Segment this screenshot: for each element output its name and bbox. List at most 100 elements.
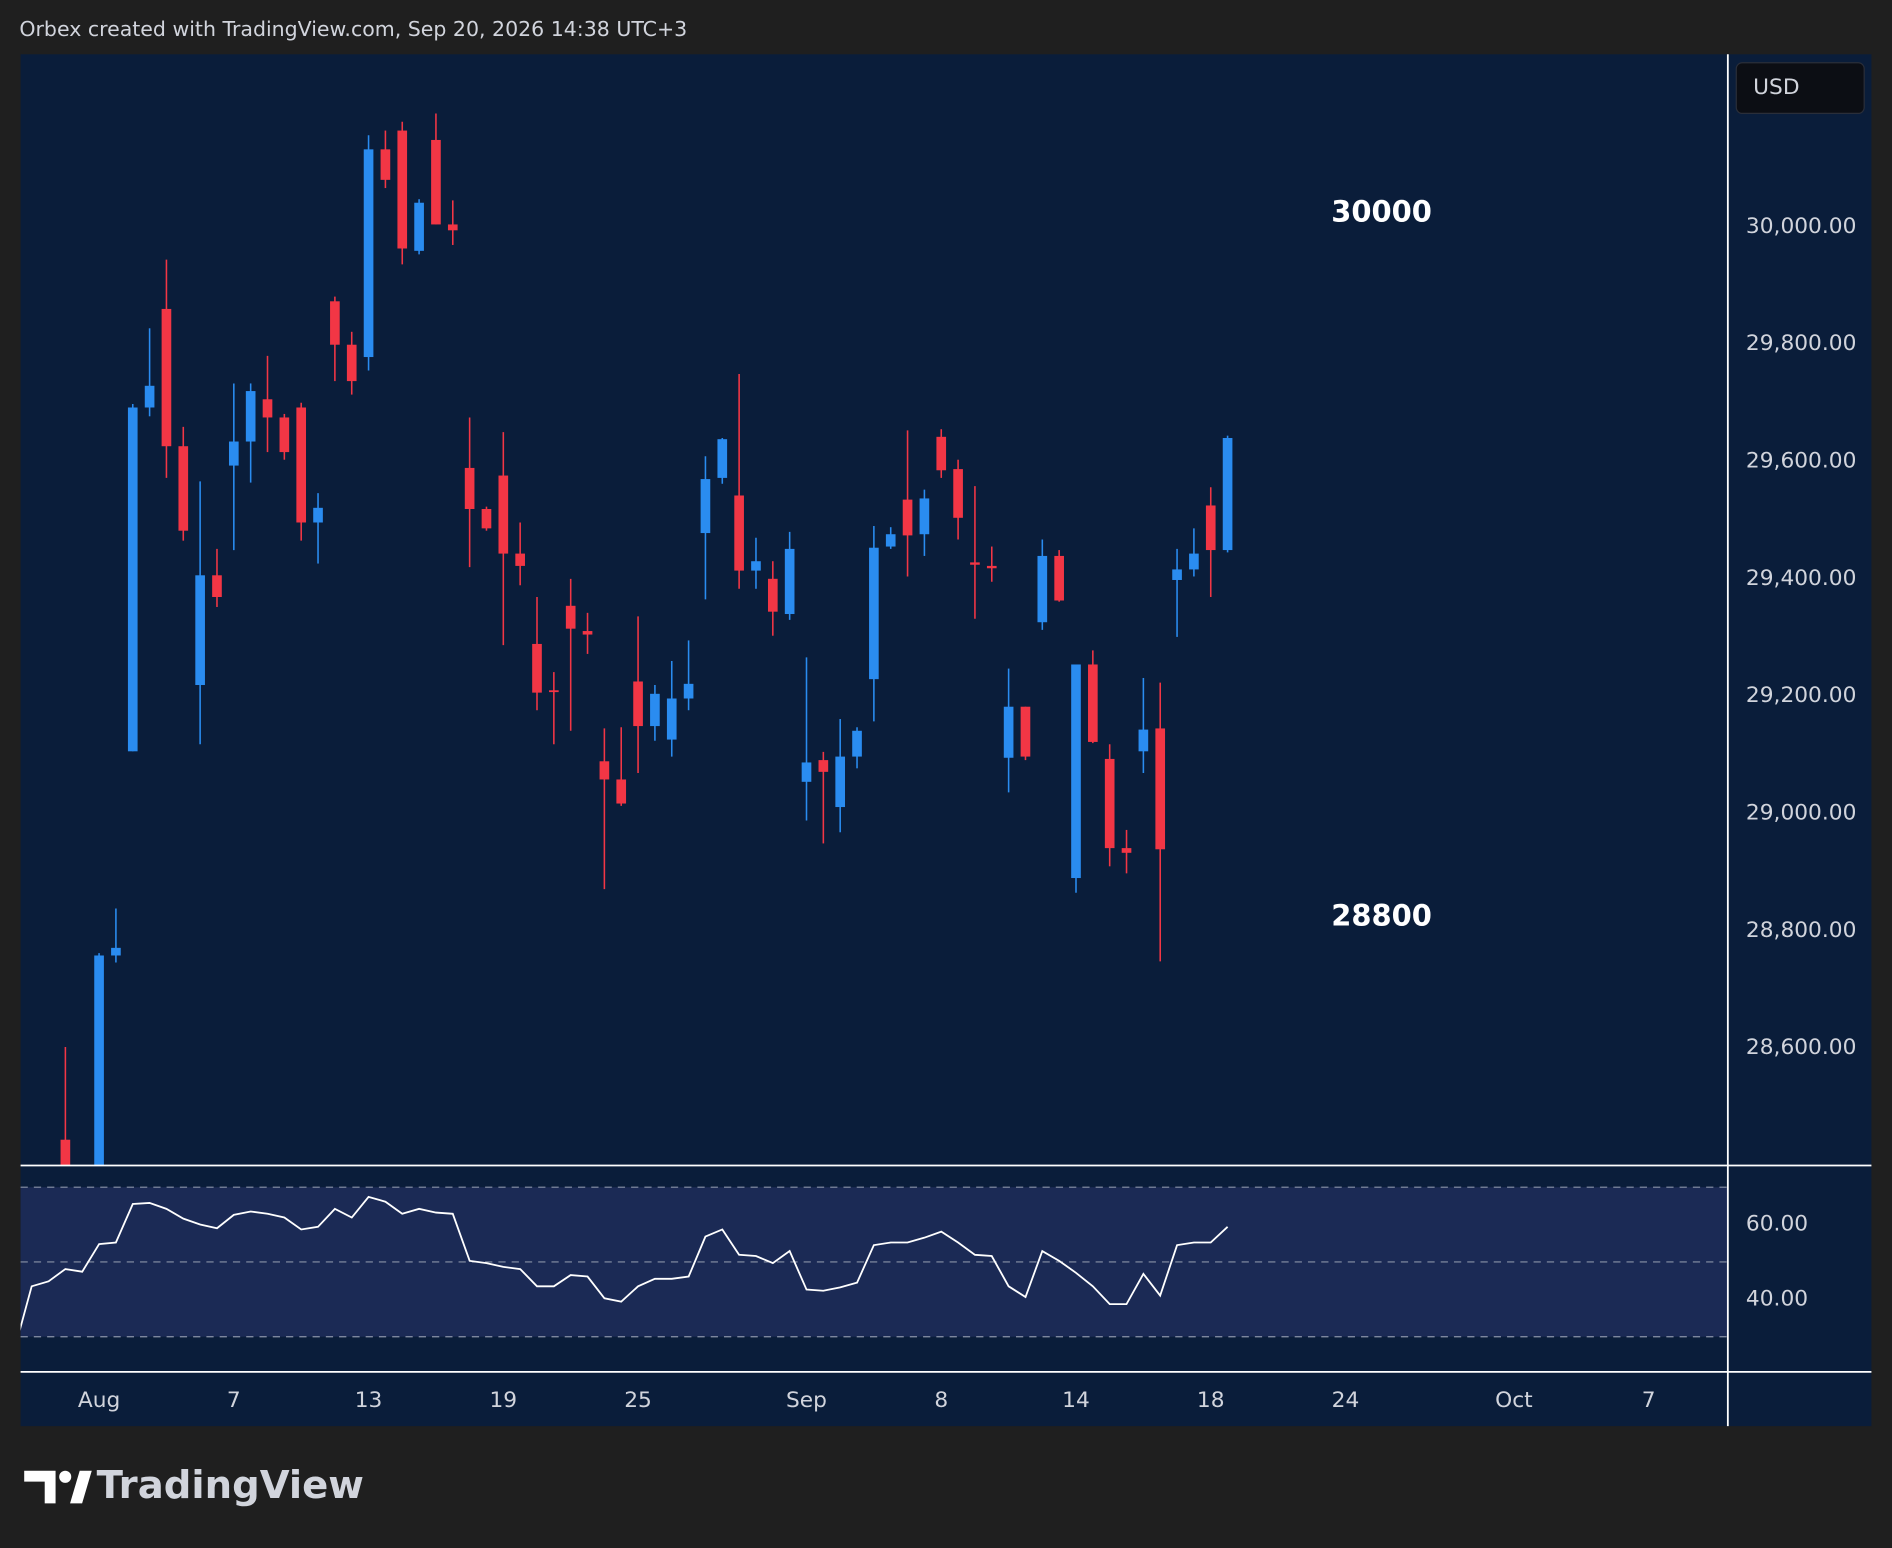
candle-body bbox=[397, 130, 408, 249]
candle-body bbox=[549, 690, 559, 693]
x-tick-label: 13 bbox=[355, 1388, 383, 1413]
indicator-tick-label: 40.00 bbox=[1746, 1286, 1808, 1311]
candle-body bbox=[700, 479, 711, 534]
candle-body bbox=[717, 439, 728, 478]
price-annotation: 30000 bbox=[1331, 195, 1432, 229]
y-tick-label: 29,600.00 bbox=[1746, 448, 1856, 473]
candle-body bbox=[161, 308, 172, 447]
candle-body bbox=[818, 760, 829, 772]
candle-body bbox=[178, 446, 189, 531]
candle-body bbox=[363, 149, 374, 358]
candle-body bbox=[582, 631, 593, 635]
currency-box[interactable] bbox=[1735, 62, 1865, 115]
candle-body bbox=[111, 947, 121, 956]
candle-body bbox=[447, 224, 458, 231]
indicator-pane bbox=[20, 1186, 1728, 1338]
candle-body bbox=[144, 385, 155, 408]
candle-body bbox=[666, 698, 677, 740]
currency: USD bbox=[1753, 75, 1799, 100]
candle-body bbox=[734, 495, 744, 571]
candle-body bbox=[986, 565, 997, 569]
candle-body bbox=[228, 441, 239, 466]
candle-body bbox=[313, 507, 323, 523]
candle-body bbox=[127, 407, 138, 752]
axes: 28,600.00 28,800.00 29,000.00 29,200.00 29,4… bbox=[78, 195, 1857, 1413]
candle-body bbox=[970, 562, 980, 565]
y-tick-label: 28,800.00 bbox=[1746, 918, 1856, 943]
candle-body bbox=[751, 561, 761, 571]
candle-body bbox=[953, 469, 963, 518]
y-tick-label: 29,000.00 bbox=[1746, 800, 1856, 825]
logo-dot bbox=[59, 1470, 72, 1483]
candle-body bbox=[1155, 728, 1166, 850]
candle-body bbox=[481, 508, 492, 529]
candle-body bbox=[767, 578, 778, 612]
candle-body bbox=[1104, 758, 1115, 849]
candle-body bbox=[1020, 706, 1031, 757]
candle-body bbox=[801, 762, 812, 782]
candle-body bbox=[195, 575, 205, 686]
candle-body bbox=[1003, 706, 1014, 758]
candle-body bbox=[1189, 553, 1199, 570]
candle-body bbox=[902, 499, 913, 536]
candle-body bbox=[414, 202, 424, 251]
candle-body bbox=[515, 553, 525, 566]
x-tick-label: 8 bbox=[934, 1388, 948, 1413]
candle-body bbox=[94, 955, 104, 1166]
y-tick-label: 30,000.00 bbox=[1746, 214, 1856, 239]
candle-body bbox=[330, 301, 340, 345]
candle-body bbox=[212, 575, 222, 598]
candle-body bbox=[296, 407, 307, 523]
candle-body bbox=[431, 139, 441, 225]
candle-body bbox=[1222, 438, 1233, 551]
candle-body bbox=[919, 498, 930, 535]
indicator-line bbox=[20, 1195, 1229, 1331]
candle-body bbox=[784, 548, 795, 615]
y-tick-label: 28,600.00 bbox=[1746, 1035, 1856, 1060]
candle-body bbox=[262, 399, 273, 418]
candle-body bbox=[936, 436, 947, 471]
indicator-plot bbox=[20, 1195, 1229, 1331]
candle-body bbox=[279, 417, 290, 453]
header: Orbex created with TradingView.com, Sep … bbox=[19, 17, 687, 41]
candle-body bbox=[683, 683, 694, 699]
candle-body bbox=[565, 605, 576, 629]
x-tick-label: 7 bbox=[227, 1388, 241, 1413]
logo-shape bbox=[24, 1470, 56, 1504]
logo-shape bbox=[70, 1470, 92, 1504]
candle-body bbox=[1071, 664, 1081, 879]
candle-body bbox=[1037, 555, 1048, 623]
x-tick-label: 25 bbox=[624, 1388, 652, 1413]
x-tick-label: Sep bbox=[786, 1388, 827, 1413]
y-tick-label: 29,200.00 bbox=[1746, 683, 1856, 708]
candle-body bbox=[633, 681, 643, 727]
x-tick-label: Oct bbox=[1495, 1388, 1533, 1413]
candle-body bbox=[1138, 729, 1149, 752]
price-pane bbox=[60, 113, 1233, 1166]
candle-body bbox=[599, 761, 610, 780]
candle-body bbox=[1205, 505, 1216, 551]
candle-body bbox=[885, 534, 896, 547]
candle-body bbox=[869, 547, 879, 680]
candle-body bbox=[464, 467, 475, 509]
x-tick-label: 19 bbox=[490, 1388, 518, 1413]
candle-body bbox=[380, 149, 391, 180]
candle-body bbox=[60, 1139, 71, 1166]
x-tick-label: 18 bbox=[1197, 1388, 1225, 1413]
candle-body bbox=[1088, 664, 1098, 742]
candle-body bbox=[1121, 848, 1132, 853]
indicator-tick-label: 60.00 bbox=[1746, 1212, 1808, 1237]
candle-body bbox=[532, 643, 542, 693]
candle-body bbox=[346, 344, 357, 382]
candle-body bbox=[245, 391, 256, 442]
y-tick-label: 29,800.00 bbox=[1746, 331, 1856, 356]
price-annotation: 28800 bbox=[1331, 899, 1432, 933]
x-tick-label: Aug bbox=[78, 1388, 120, 1413]
candle-body bbox=[835, 756, 846, 808]
candle-body bbox=[852, 730, 862, 757]
brand-logo bbox=[24, 1470, 92, 1504]
candle-body bbox=[1054, 555, 1064, 601]
brand-name: TradingView bbox=[97, 1463, 364, 1508]
